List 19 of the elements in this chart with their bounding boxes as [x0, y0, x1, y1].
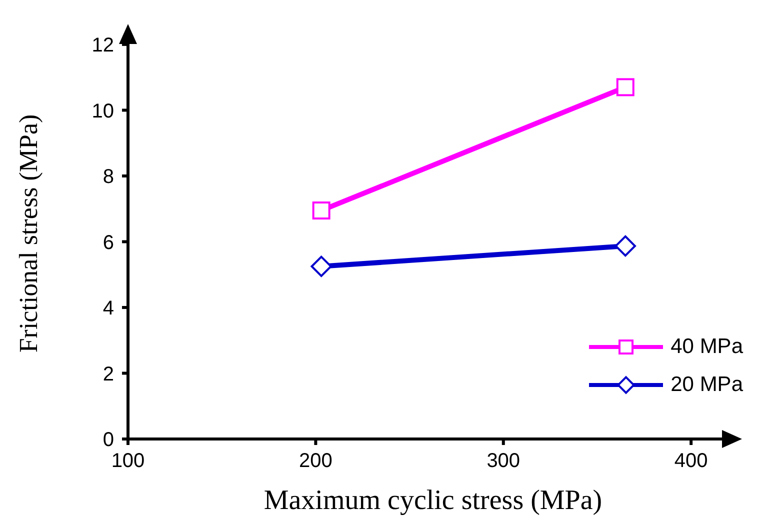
point [614, 235, 636, 257]
point [616, 78, 634, 96]
x-axis-title: Maximum cyclic stress (MPa) [264, 485, 602, 516]
point [310, 256, 332, 277]
legend-label: 20 MPa [670, 373, 743, 397]
x-tick-label: 200 [299, 450, 332, 472]
y-tick-label: 6 [102, 232, 114, 254]
y-tick-label: 10 [92, 100, 114, 122]
y-tick-label: 2 [102, 363, 114, 386]
y-tick-label: 12 [92, 34, 114, 57]
y-axis-title: Frictional stress (MPa) [14, 114, 44, 353]
y-tick-label: 0 [102, 429, 114, 452]
y-tick-label: 4 [102, 298, 114, 320]
x-tick-label: 300 [486, 450, 520, 472]
x-tick-label: 400 [674, 450, 708, 472]
legend-label: 40 MPa [670, 335, 743, 359]
point [312, 201, 330, 220]
x-tick-label: 100 [111, 450, 145, 472]
y-tick-label: 8 [102, 166, 114, 188]
